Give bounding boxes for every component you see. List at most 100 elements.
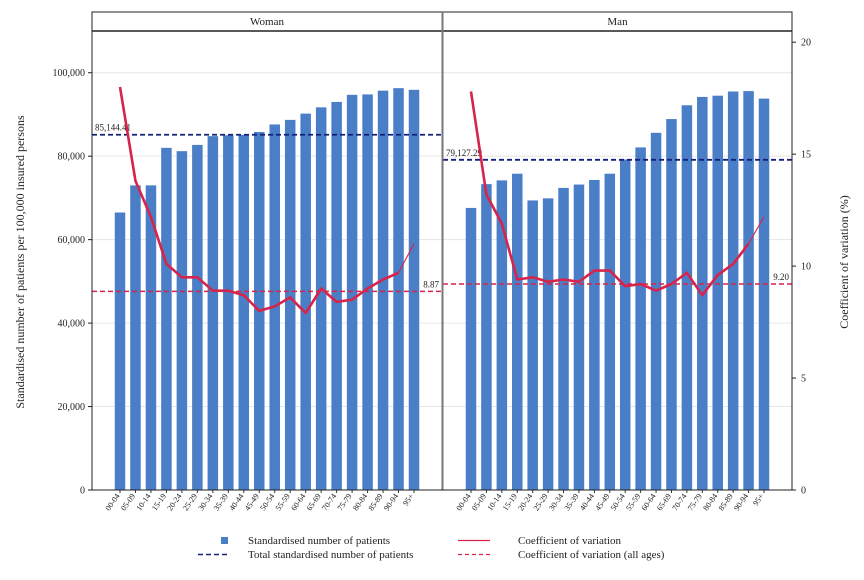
xtick-label-0-16: 80-84 — [351, 492, 369, 512]
bar-woman-13 — [315, 107, 327, 491]
xtick-label-1-3: 15-19 — [501, 492, 519, 512]
bar-woman-7 — [223, 135, 234, 490]
xtick-label-0-8: 40-44 — [227, 492, 245, 512]
panel-title-0: Woman — [250, 16, 284, 28]
bar-man-11 — [635, 147, 646, 490]
panel-title-1: Man — [607, 16, 628, 28]
bar-man-16 — [712, 95, 723, 490]
xtick-label-0-4: 20-24 — [165, 492, 183, 512]
bar-woman-16 — [362, 94, 373, 491]
bar-man-7 — [573, 184, 585, 490]
legend-label-total: Total standardised number of patients — [248, 549, 413, 561]
xtick-label-1-1: 05-09 — [470, 492, 488, 512]
xtick-label-0-7: 35-39 — [212, 492, 230, 512]
xtick-label-1-11: 55-59 — [624, 492, 642, 512]
ytick-right-label-0: 0 — [801, 486, 806, 497]
xtick-label-1-19: 95+ — [751, 492, 766, 508]
xtick-label-0-5: 25-29 — [181, 492, 199, 512]
xtick-label-0-10: 50-54 — [258, 492, 276, 512]
bar-man-5 — [542, 198, 554, 491]
bar-man-4 — [527, 200, 538, 490]
total-label-0: 85,144.41 — [95, 123, 131, 133]
cv-line-1 — [469, 91, 750, 297]
bar-man-18 — [743, 91, 754, 490]
bar-woman-5 — [192, 144, 203, 490]
bar-man-13 — [666, 119, 677, 490]
xtick-label-0-2: 10-14 — [135, 492, 153, 512]
bar-man-1 — [481, 184, 492, 490]
xtick-label-1-4: 20-24 — [516, 492, 534, 512]
legend-label-bars: Standardised number of patients — [248, 535, 390, 547]
bar-woman-14 — [331, 101, 342, 490]
ytick-right-label-4: 20 — [801, 38, 811, 49]
xtick-label-1-14: 70-74 — [670, 492, 688, 512]
bar-woman-6 — [207, 136, 219, 491]
bar-man-12 — [650, 132, 662, 490]
xtick-label-1-10: 50-54 — [609, 492, 627, 512]
bar-woman-2 — [145, 185, 157, 490]
xtick-label-1-2: 10-14 — [485, 492, 503, 512]
ytick-left-label-2: 40,000 — [58, 319, 86, 330]
ytick-left-label-4: 80,000 — [58, 152, 86, 163]
ytick-left-label-5: 100,000 — [53, 68, 86, 79]
ytick-right-label-3: 15 — [801, 150, 811, 161]
bar-man-19 — [758, 98, 770, 491]
legend-label-cv: Coefficient of variation — [518, 535, 622, 547]
bar-man-0 — [465, 207, 477, 490]
xtick-label-0-1: 05-09 — [119, 492, 137, 512]
bar-man-10 — [619, 159, 631, 490]
bar-man-17 — [727, 91, 739, 490]
xtick-label-0-3: 15-19 — [150, 492, 168, 512]
cv-line-tail-1 — [717, 216, 765, 276]
xtick-label-0-19: 95+ — [401, 492, 416, 508]
xtick-label-1-12: 60-64 — [640, 492, 658, 512]
bar-woman-8 — [238, 134, 250, 490]
xtick-label-1-9: 45-49 — [593, 492, 611, 512]
xtick-label-0-17: 85-89 — [367, 492, 385, 512]
ytick-right-label-1: 5 — [801, 374, 806, 385]
cv-line-tail-0 — [367, 243, 415, 289]
xtick-label-1-8: 40-44 — [578, 492, 596, 512]
xtick-label-1-13: 65-69 — [655, 492, 673, 512]
cv-all-label-0: 8.87 — [423, 279, 439, 289]
ytick-right-label-2: 10 — [801, 262, 811, 273]
xtick-label-0-9: 45-49 — [243, 492, 261, 512]
xtick-label-0-6: 30-34 — [196, 492, 214, 512]
bar-man-8 — [589, 179, 600, 490]
bar-woman-0 — [114, 212, 126, 490]
xtick-label-1-15: 75-79 — [686, 492, 704, 512]
bar-woman-4 — [176, 151, 188, 490]
xtick-label-1-7: 35-39 — [563, 492, 581, 512]
xtick-label-1-5: 25-29 — [532, 492, 550, 512]
bar-woman-18 — [393, 88, 404, 490]
xtick-label-1-0: 00-04 — [455, 492, 473, 512]
xtick-label-1-18: 90-94 — [732, 492, 750, 512]
bar-woman-1 — [130, 185, 141, 490]
ytick-left-label-1: 20,000 — [58, 402, 86, 413]
bar-man-6 — [558, 187, 569, 491]
xtick-label-0-11: 55-59 — [274, 492, 292, 512]
xtick-label-1-17: 85-89 — [717, 492, 735, 512]
bar-woman-15 — [346, 94, 358, 491]
bar-woman-3 — [161, 147, 172, 490]
xtick-label-0-13: 65-69 — [305, 492, 323, 512]
bar-woman-12 — [300, 113, 311, 491]
xtick-label-1-16: 80-84 — [701, 492, 719, 512]
ytick-left-label-3: 60,000 — [58, 235, 86, 246]
bar-woman-11 — [284, 119, 296, 490]
xtick-label-0-14: 70-74 — [320, 492, 338, 512]
y-left-title: Standardised number of patients per 100,… — [13, 115, 27, 409]
ytick-left-label-0: 0 — [80, 486, 85, 497]
bar-man-2 — [496, 180, 508, 490]
bar-woman-19 — [408, 89, 420, 491]
bar-woman-17 — [377, 90, 389, 491]
bar-man-9 — [604, 173, 616, 490]
xtick-label-0-15: 75-79 — [336, 492, 354, 512]
xtick-label-1-6: 30-34 — [547, 492, 565, 512]
legend-swatch-bars — [221, 537, 228, 544]
xtick-label-0-12: 60-64 — [289, 492, 307, 512]
bar-man-3 — [512, 173, 523, 490]
legend-label-cv-all: Coefficient of variation (all ages) — [518, 549, 665, 561]
